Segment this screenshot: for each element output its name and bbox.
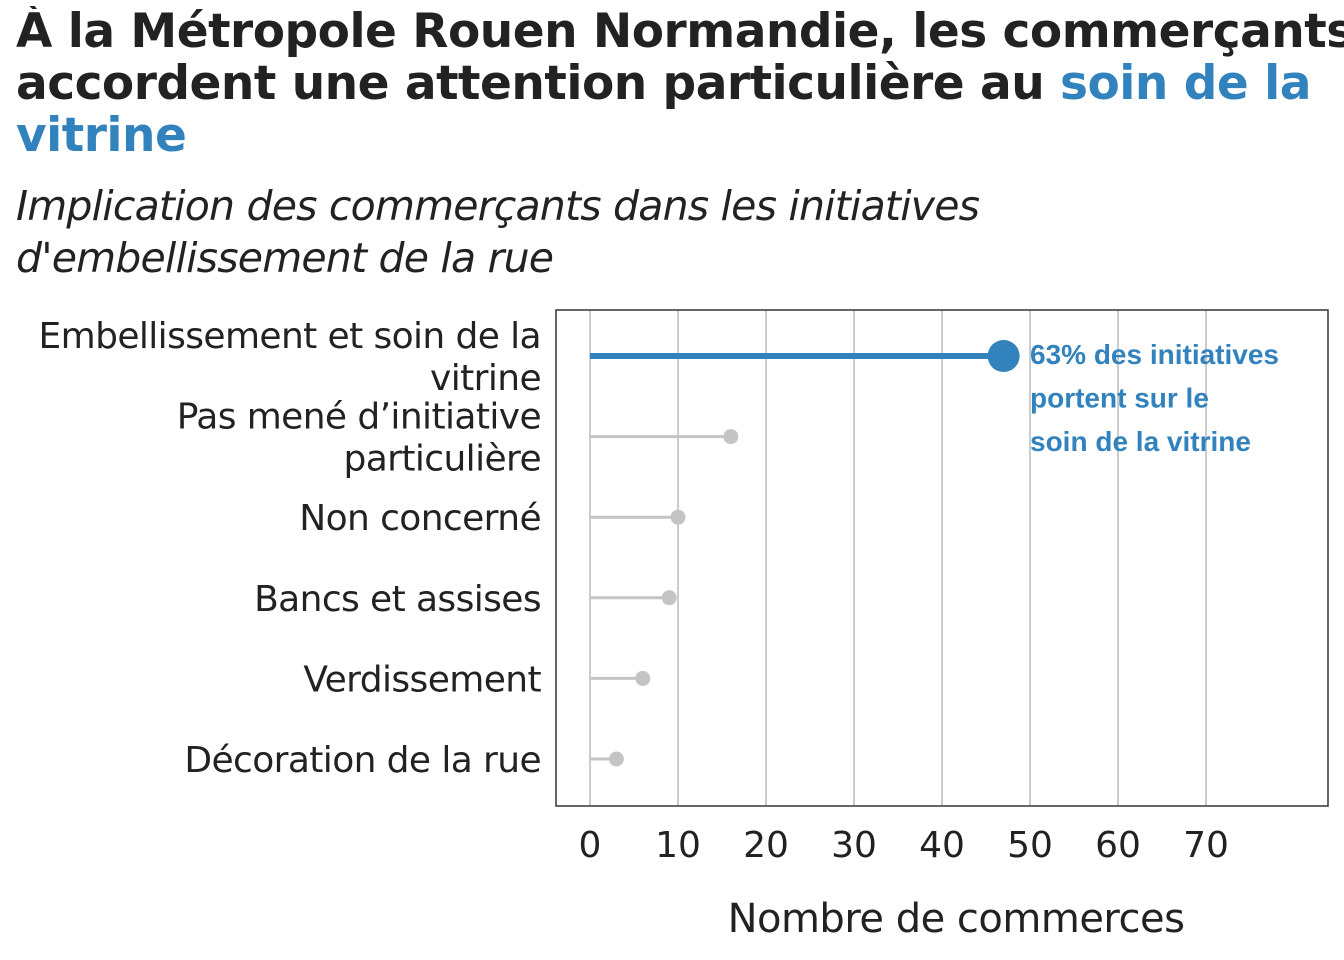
plot-frame: [555, 309, 1329, 807]
title-line-2-plain: accordent une attention particulière au: [16, 56, 1061, 111]
category-label-0-line-1: vitrine: [430, 358, 541, 399]
x-tick-label-70: 70: [1183, 825, 1229, 866]
title-line-1: À la Métropole Rouen Normandie, les comm…: [16, 6, 1344, 59]
subtitle-line-1: Implication des commerçants dans les ini…: [16, 182, 980, 230]
x-tick-label-0: 0: [579, 825, 602, 866]
lollipop-dot-3: [661, 590, 677, 606]
title-line-2-accent: soin de la: [1060, 56, 1311, 111]
lollipop-dot-0: [987, 340, 1020, 372]
category-label-2-line-0: Non concerné: [299, 498, 541, 539]
title-line-2: accordent une attention particulière au …: [16, 58, 1344, 110]
lollipop-dot-2: [670, 509, 686, 525]
category-label-1-line-1: particulière: [343, 439, 541, 480]
x-axis-title: Nombre de commerces: [728, 896, 1185, 942]
category-label-0-line-0: Embellissement et soin de la: [38, 316, 541, 357]
chart-subtitle: Implication des commerçants dans les ini…: [16, 180, 1316, 284]
category-label-3-line-0: Bancs et assises: [254, 579, 541, 620]
x-tick-label-20: 20: [743, 825, 789, 866]
lollipop-dot-4: [635, 670, 651, 686]
lollipop-dot-5: [608, 751, 624, 767]
title-line-3-accent: vitrine: [16, 108, 187, 162]
chart-title: À la Métropole Rouen Normandie, les comm…: [16, 6, 1344, 162]
category-label-1-line-0: Pas mené d’initiative: [177, 397, 541, 438]
annotation-line-1: portent sur le: [1030, 383, 1209, 414]
grid-lines: [589, 310, 1207, 806]
lollipop-dots: [608, 340, 1020, 767]
lollipop-dot-1: [723, 429, 739, 445]
annotation-line-2: soin de la vitrine: [1030, 426, 1251, 457]
x-tick-label-30: 30: [831, 825, 877, 866]
annotation: 63% des initiatives portent sur le soin de…: [1030, 339, 1279, 457]
subtitle-line-2: d'embellissement de la rue: [16, 234, 554, 282]
x-tick-label-60: 60: [1095, 825, 1141, 866]
x-tick-label-10: 10: [655, 825, 701, 866]
x-tick-label-50: 50: [1007, 825, 1053, 866]
category-label-5-line-0: Décoration de la rue: [184, 740, 541, 781]
lollipop-stems: [590, 353, 1004, 761]
annotation-line-0: 63% des initiatives: [1030, 339, 1279, 370]
x-tick-label-40: 40: [919, 825, 965, 866]
x-tick-labels: 0 10 20 30 40 50 60 70: [579, 825, 1229, 866]
category-label-4-line-0: Verdissement: [303, 659, 541, 700]
